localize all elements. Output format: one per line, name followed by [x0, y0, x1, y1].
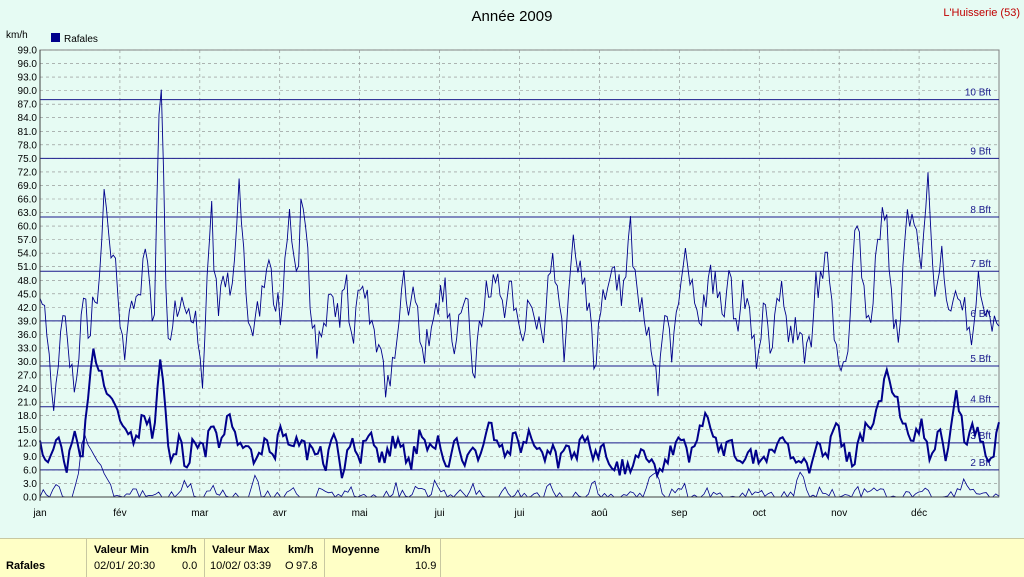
- min-unit: km/h: [171, 544, 197, 556]
- wind-gust-chart: Année 2009 L'Huisserie (53) km/h Rafales…: [6, 7, 1020, 519]
- y-tick-label: 54.0: [18, 249, 38, 260]
- y-tick-label: 57.0: [18, 235, 38, 246]
- empty-cell: [440, 539, 1024, 577]
- max-value: 97.8: [296, 560, 318, 572]
- beaufort-label: 6 Bft: [970, 309, 991, 320]
- series-line-max: [39, 89, 1000, 411]
- y-tick-label: 9.0: [23, 452, 37, 463]
- legend-label: Rafales: [64, 34, 98, 45]
- max-header: Valeur Max: [212, 544, 270, 556]
- beaufort-label: 10 Bft: [965, 88, 991, 99]
- plot-area: 0.0 3.0 6.0 9.0 12.0 15.0 18.0 21.0 24.0 27.0 30.0…: [18, 46, 1000, 519]
- y-tick-label: 3.0: [23, 479, 37, 490]
- y-tick-label: 90.0: [18, 86, 38, 97]
- beaufort-label: 8 Bft: [970, 205, 991, 216]
- beaufort-label: 3 Bft: [970, 431, 991, 442]
- y-axis-unit: km/h: [6, 30, 28, 41]
- chart-title: Année 2009: [472, 8, 553, 25]
- y-tick-label: 72.0: [18, 167, 38, 178]
- y-tick-label: 87.0: [18, 100, 38, 111]
- beaufort-label: 2 Bft: [970, 458, 991, 469]
- y-tick-label: 99.0: [18, 46, 38, 57]
- y-tick-label: 63.0: [18, 208, 38, 219]
- y-tick-label: 45.0: [18, 289, 38, 300]
- x-tick-label: mar: [191, 508, 209, 519]
- beaufort-label: 9 Bft: [970, 146, 991, 157]
- row-label: Rafales: [6, 560, 46, 572]
- x-tick-label: oct: [753, 508, 767, 519]
- y-tick-label: 84.0: [18, 113, 38, 124]
- y-tick-label: 0.0: [23, 493, 37, 504]
- x-tick-label: jui: [513, 508, 524, 519]
- row-label-cell: Rafales: [0, 539, 86, 577]
- avg-value: 10.9: [415, 560, 437, 572]
- beaufort-label: 7 Bft: [970, 259, 991, 270]
- beaufort-label: 5 Bft: [970, 354, 991, 365]
- y-tick-label: 48.0: [18, 276, 38, 287]
- x-tick-label: fév: [113, 508, 126, 519]
- y-tick-label: 39.0: [18, 316, 38, 327]
- y-tick-label: 42.0: [18, 303, 38, 314]
- y-tick-label: 69.0: [18, 181, 38, 192]
- x-tick-label: aoû: [591, 508, 608, 519]
- x-tick-label: jui: [434, 508, 445, 519]
- avg-unit: km/h: [405, 544, 431, 556]
- station-name: L'Huisserie (53): [943, 7, 1020, 19]
- y-tick-label: 33.0: [18, 344, 38, 355]
- x-tick-label: avr: [273, 508, 288, 519]
- y-tick-label: 12.0: [18, 438, 38, 449]
- min-cell: Valeur Min km/h 02/01/ 20:30 0.0: [86, 539, 205, 577]
- avg-cell: Moyenne km/h 10.9: [324, 539, 441, 577]
- min-date: 02/01/ 20:30: [94, 560, 156, 572]
- x-tick-label: nov: [831, 508, 847, 519]
- y-tick-label: 66.0: [18, 195, 38, 206]
- avg-header: Moyenne: [332, 544, 380, 556]
- x-tick-label: jan: [32, 508, 46, 519]
- y-tick-label: 15.0: [18, 425, 38, 436]
- max-date: 10/02/ 03:39: [210, 560, 272, 572]
- y-tick-label: 30.0: [18, 357, 38, 368]
- y-tick-label: 21.0: [18, 398, 38, 409]
- x-tick-label: sep: [671, 508, 688, 519]
- y-tick-label: 60.0: [18, 222, 38, 233]
- beaufort-label: 4 Bft: [970, 395, 991, 406]
- y-tick-label: 18.0: [18, 411, 38, 422]
- y-tick-label: 24.0: [18, 384, 38, 395]
- max-unit: km/h: [288, 544, 314, 556]
- max-cell: Valeur Max km/h 10/02/ 03:39 O 97.8: [204, 539, 325, 577]
- x-tick-label: mai: [352, 508, 368, 519]
- y-tick-label: 27.0: [18, 371, 38, 382]
- y-tick-label: 96.0: [18, 59, 38, 70]
- series-line-mean: [39, 348, 1000, 479]
- y-tick-label: 78.0: [18, 140, 38, 151]
- y-tick-label: 36.0: [18, 330, 38, 341]
- min-header: Valeur Min: [94, 544, 150, 556]
- x-tick-label: déc: [911, 508, 927, 519]
- y-tick-label: 6.0: [23, 465, 37, 476]
- y-tick-label: 93.0: [18, 73, 38, 84]
- legend-swatch: [51, 33, 60, 42]
- y-tick-label: 51.0: [18, 262, 38, 273]
- y-tick-label: 75.0: [18, 154, 38, 165]
- min-value: 0.0: [182, 560, 198, 572]
- stats-footer: Rafales Valeur Min km/h 02/01/ 20:30 0.0…: [0, 538, 1024, 577]
- max-direction: O: [285, 560, 294, 572]
- y-tick-label: 81.0: [18, 127, 38, 138]
